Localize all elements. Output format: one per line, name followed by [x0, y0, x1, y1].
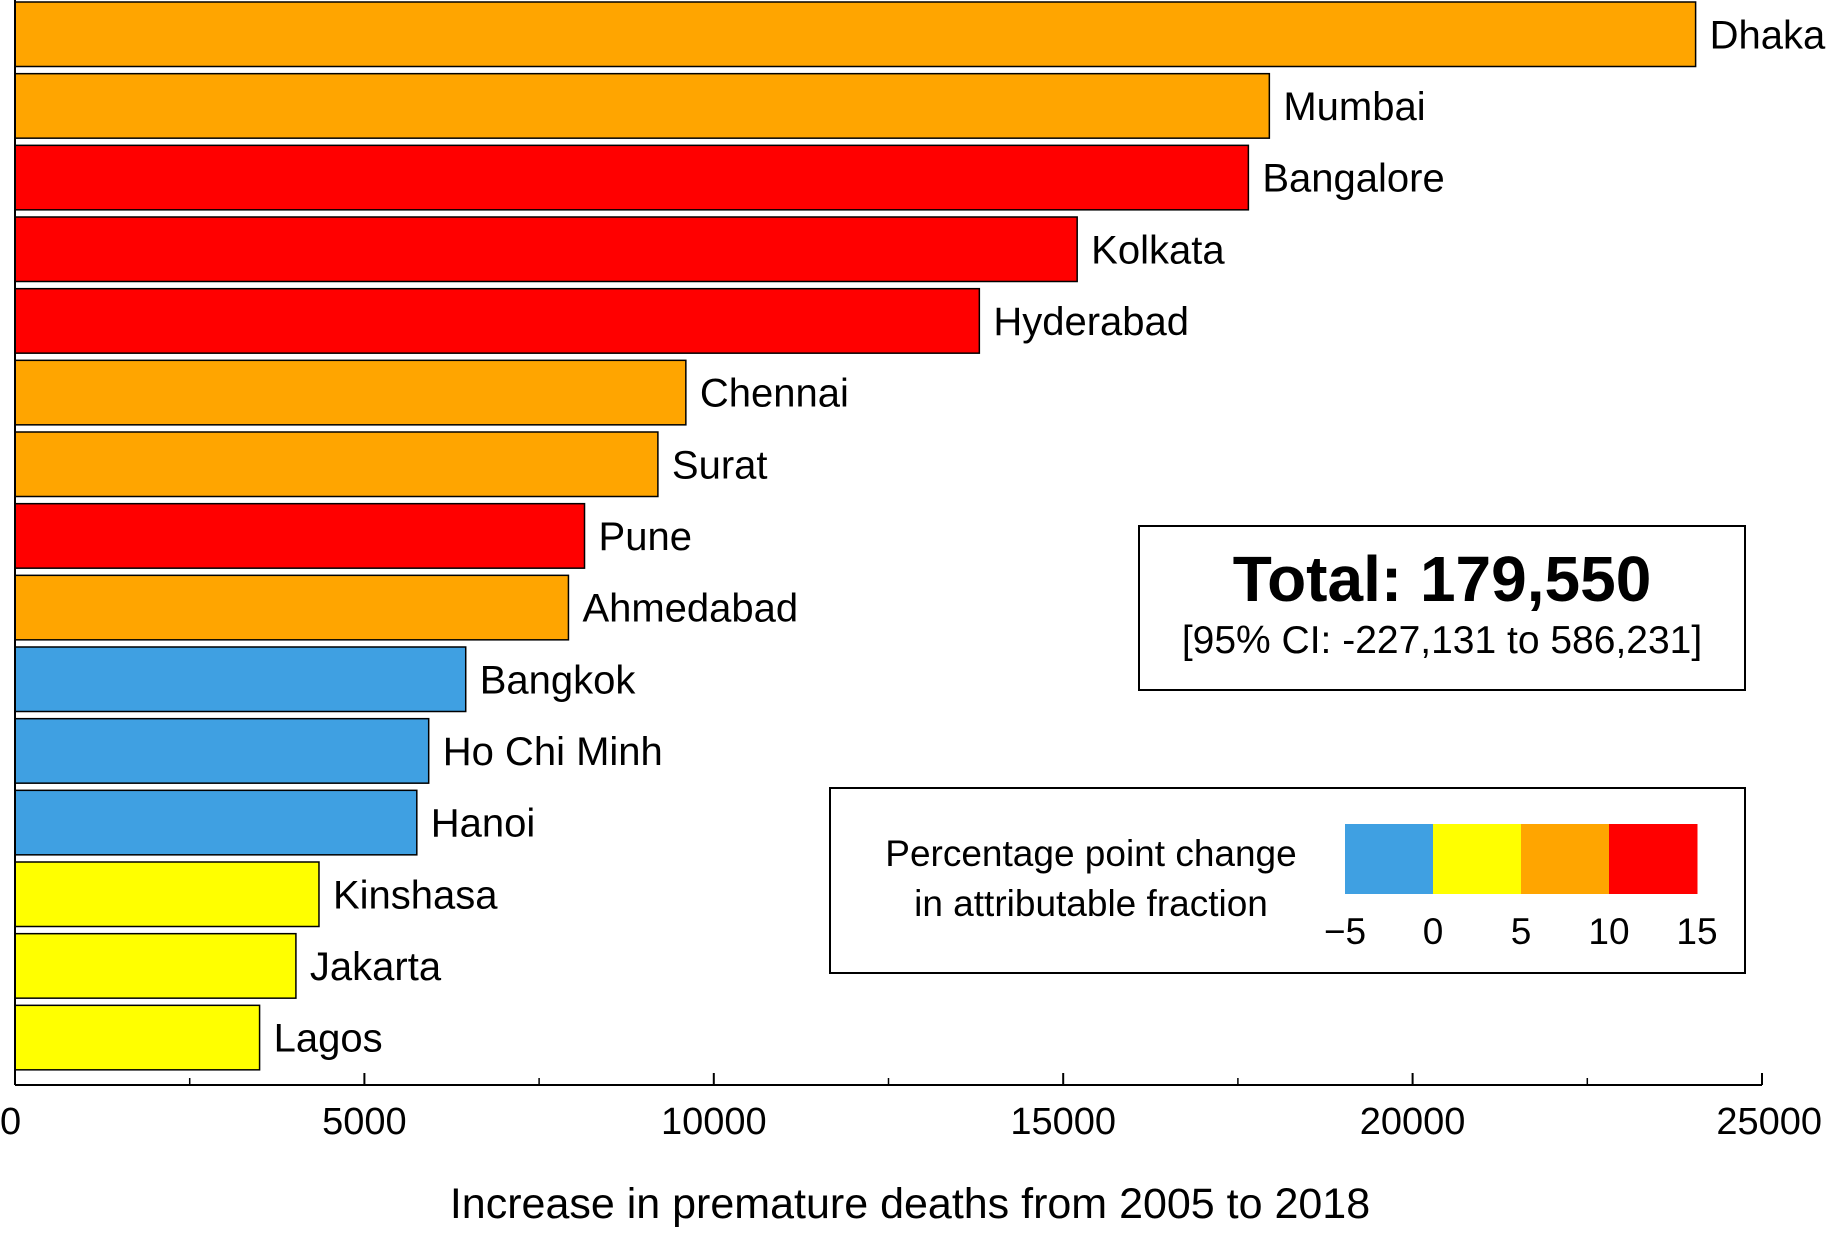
colorbar-tick-label: 0	[1423, 911, 1444, 952]
colorbar-bin	[1609, 824, 1698, 894]
bar-mumbai	[14, 72, 1271, 139]
bar-pune	[14, 502, 586, 569]
x-tick-label: 5000	[322, 1101, 407, 1143]
x-tick-label: 0	[0, 1101, 21, 1143]
colorbar-tick-label: 15	[1676, 911, 1717, 952]
bar-label-kolkata: Kolkata	[1091, 228, 1225, 272]
colorbar-bin	[1345, 824, 1434, 894]
bar-label-bangkok: Bangkok	[480, 658, 637, 702]
bar-label-surat: Surat	[672, 443, 768, 487]
bar-label-jakarta: Jakarta	[310, 945, 442, 989]
bar-hyderabad	[14, 287, 981, 354]
x-tick-label: 10000	[661, 1101, 767, 1143]
colorbar-label: Percentage point change in attributable …	[851, 829, 1331, 929]
bar-label-chennai: Chennai	[700, 372, 849, 416]
bar-label-pune: Pune	[599, 515, 692, 559]
bar-label-bangalore: Bangalore	[1262, 157, 1444, 201]
bar-kolkata	[14, 216, 1078, 283]
colorbar-tick-label: −5	[1324, 911, 1366, 952]
bar-kinshasa	[14, 861, 320, 928]
colorbar: −5 0 5 10 15	[1324, 824, 1718, 952]
bar-bangalore	[14, 144, 1250, 211]
bar-label-kinshasa: Kinshasa	[333, 873, 498, 917]
total-confidence-interval: [95% CI: -227,131 to 586,231]	[1181, 619, 1703, 663]
bar-label-ho-chi-minh: Ho Chi Minh	[443, 730, 663, 774]
total-title: Total: 179,550	[1232, 543, 1652, 615]
bar-ahmedabad	[14, 574, 570, 641]
x-axis-label: Increase in premature deaths from 2005 t…	[450, 1180, 1370, 1228]
bar-label-ahmedabad: Ahmedabad	[582, 587, 798, 631]
colorbar-tick-label: 5	[1511, 911, 1532, 952]
colorbar-bin	[1433, 824, 1522, 894]
bar-label-lagos: Lagos	[274, 1017, 383, 1061]
bar-chennai	[14, 359, 687, 426]
bar-dhaka	[14, 1, 1697, 68]
x-tick-label: 20000	[1360, 1101, 1466, 1143]
bar-label-dhaka: Dhaka	[1710, 13, 1826, 57]
colorbar-label-line1: Percentage point change	[885, 833, 1297, 874]
bar-label-mumbai: Mumbai	[1283, 85, 1425, 129]
bar-label-hyderabad: Hyderabad	[993, 300, 1189, 344]
bar-surat	[14, 431, 659, 498]
bar-hanoi	[14, 789, 418, 856]
bars-group	[14, 1, 1697, 1071]
colorbar-bin	[1521, 824, 1610, 894]
colorbar-tick-label: 10	[1588, 911, 1629, 952]
colorbar-legend: Percentage point change in attributable …	[829, 787, 1746, 974]
bar-labels-group: Dhaka Mumbai Bangalore Kolkata Hyderabad Chen…	[274, 13, 1826, 1060]
x-ticks-group: 0 5000 10000 15000 20000 25000	[0, 1073, 1822, 1143]
x-tick-label: 25000	[1716, 1101, 1822, 1143]
bar-jakarta	[14, 932, 297, 999]
bar-lagos	[14, 1004, 261, 1071]
bar-bangkok	[14, 646, 467, 713]
bar-ho-chi-minh	[14, 717, 430, 784]
x-tick-label: 15000	[1010, 1101, 1116, 1143]
total-annotation-box: Total: 179,550 [95% CI: -227,131 to 586,…	[1138, 525, 1746, 691]
colorbar-label-line2: in attributable fraction	[914, 883, 1268, 924]
bar-label-hanoi: Hanoi	[431, 802, 536, 846]
